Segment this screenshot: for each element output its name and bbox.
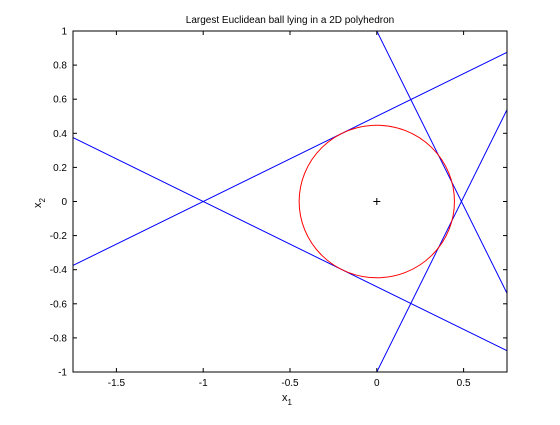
- constraint-line-3: [376, 31, 507, 294]
- y-tick-label: -0.4: [50, 265, 68, 276]
- y-tick-label: -0.8: [50, 333, 68, 344]
- y-axis-label-subscript: 2: [38, 197, 47, 202]
- y-tick-label: -0.6: [50, 299, 68, 310]
- x-tick-label: 0.5: [457, 378, 471, 389]
- y-axis-label: x2: [32, 197, 47, 208]
- y-tick-label: 0: [61, 197, 67, 208]
- x-axis-label-subscript: 1: [288, 398, 293, 407]
- y-axis-label-base: x: [32, 202, 44, 208]
- y-tick-label: 0.8: [53, 61, 67, 72]
- y-tick-label: 1: [61, 27, 67, 38]
- constraint-line-4: [376, 109, 507, 372]
- y-tick-label: -1: [58, 368, 67, 379]
- center-marker: [373, 198, 381, 205]
- y-tick-label: 0.4: [53, 129, 67, 140]
- x-axis: -1.5 -1 -0.5 0 0.5: [108, 31, 471, 389]
- x-tick-label: 0: [374, 378, 380, 389]
- chart-title: Largest Euclidean ball lying in a 2D pol…: [186, 15, 394, 26]
- y-tick-label: 0.2: [53, 163, 67, 174]
- x-tick-label: -0.5: [281, 378, 299, 389]
- chebyshev-ball: [298, 124, 455, 279]
- x-tick-label: -1.5: [108, 378, 126, 389]
- constraint-line-1: [73, 51, 507, 266]
- x-tick-label: -1: [199, 378, 208, 389]
- data-layer: [73, 31, 507, 372]
- y-axis-label-group: x2: [32, 197, 47, 208]
- plot-area: [73, 31, 507, 372]
- y-tick-label: -0.2: [50, 231, 68, 242]
- y-axis: -1 -0.8 -0.6 -0.4 -0.2 0 0.2 0.4 0.6 0.8 1: [50, 27, 507, 379]
- y-tick-label: 0.6: [53, 95, 67, 106]
- constraint-line-2: [73, 137, 507, 352]
- x-axis-label: x1: [282, 392, 293, 407]
- x-axis-label-base: x: [282, 392, 288, 404]
